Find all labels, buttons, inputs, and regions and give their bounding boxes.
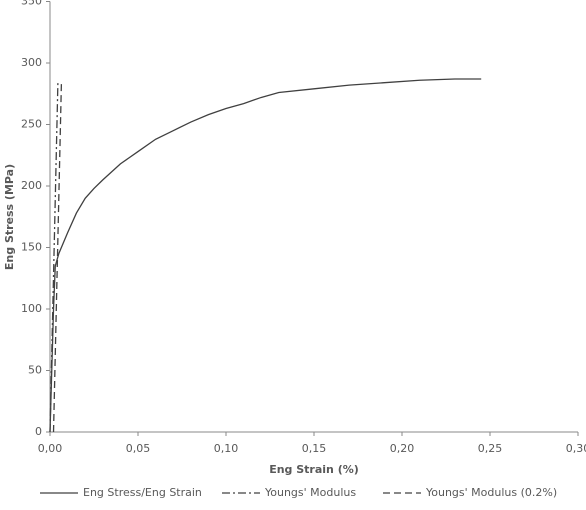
series-line [49, 78, 482, 433]
y-tick-label: 200 [21, 179, 42, 192]
y-tick-label: 100 [21, 302, 42, 315]
y-tick-label: 350 [21, 0, 42, 8]
y-tick-label: 0 [35, 425, 42, 438]
x-tick-label: 0,10 [214, 442, 239, 455]
x-tick-label: 0,00 [38, 442, 63, 455]
x-tick-label: 0,05 [126, 442, 151, 455]
x-axis-title: Eng Strain (%) [269, 463, 359, 476]
x-tick-label: 0,15 [302, 442, 327, 455]
legend-label: Youngs' Modulus (0.2%) [425, 486, 557, 499]
x-tick-label: 0,30 [566, 442, 586, 455]
series-line [52, 81, 63, 433]
legend-label: Eng Stress/Eng Strain [83, 486, 202, 499]
series-line [49, 81, 59, 433]
x-tick-label: 0,20 [390, 442, 415, 455]
y-tick-label: 50 [28, 364, 42, 377]
x-tick-label: 0,25 [478, 442, 503, 455]
y-axis-title: Eng Stress (MPa) [3, 164, 16, 270]
y-tick-label: 250 [21, 118, 42, 131]
y-tick-label: 300 [21, 56, 42, 69]
legend-label: Youngs' Modulus [264, 486, 356, 499]
y-tick-label: 150 [21, 241, 42, 254]
